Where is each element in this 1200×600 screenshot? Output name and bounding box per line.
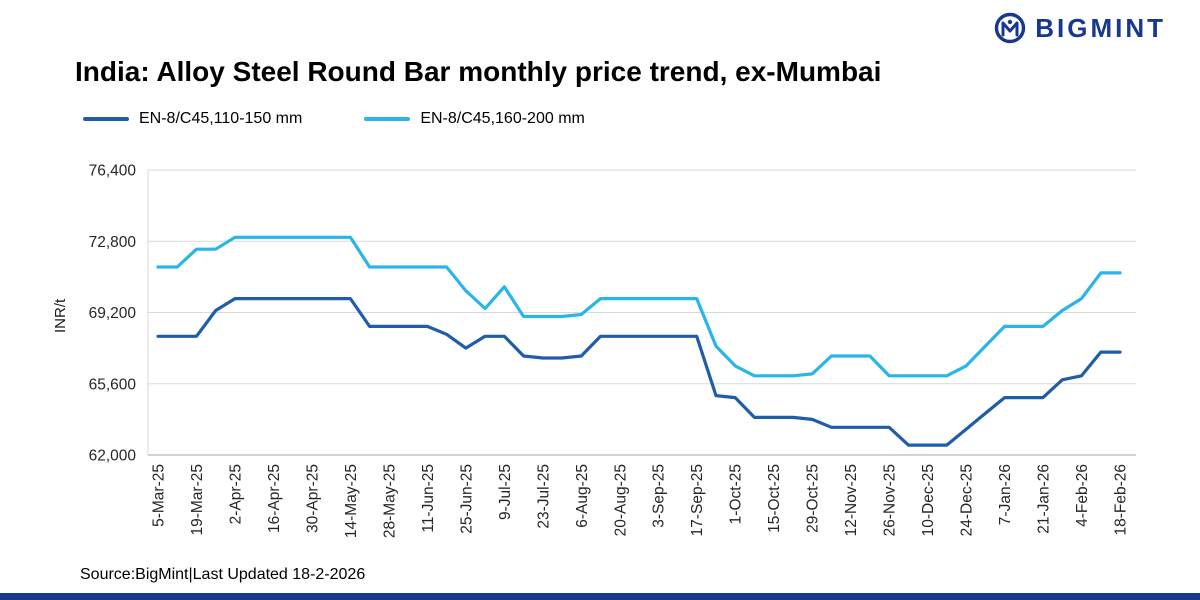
page-title: India: Alloy Steel Round Bar monthly pri…	[75, 56, 882, 87]
chart-legend: EN-8/C45,110-150 mm EN-8/C45,160-200 mm	[83, 110, 585, 128]
x-tick-label: 23-Jul-25	[535, 464, 552, 529]
x-tick-label: 12-Nov-25	[843, 464, 860, 536]
x-tick-label: 4-Feb-26	[1074, 464, 1091, 527]
x-tick-label: 14-May-25	[343, 464, 360, 538]
x-tick-label: 29-Oct-25	[805, 464, 822, 533]
y-tick-label: 65,600	[89, 376, 137, 393]
legend-line-swatch-dark	[83, 117, 129, 121]
bigmint-logo-icon	[995, 12, 1026, 44]
legend-label: EN-8/C45,110-150 mm	[139, 110, 303, 127]
x-tick-label: 21-Jan-26	[1036, 464, 1053, 534]
y-tick-label: 76,400	[89, 163, 137, 180]
x-tick-label: 15-Oct-25	[766, 464, 783, 533]
x-tick-label: 16-Apr-25	[266, 464, 283, 533]
series-line-1	[156, 235, 1122, 378]
source-note: Source:BigMint|Last Updated 18-2-2026	[80, 566, 366, 583]
x-tick-label: 28-May-25	[381, 464, 398, 538]
y-tick-label: 72,800	[89, 234, 137, 251]
x-tick-label: 17-Sep-25	[689, 464, 706, 536]
x-tick-label: 11-Jun-25	[420, 464, 437, 533]
bigmint-logo-text: BIGMINT	[1035, 12, 1166, 43]
x-tick-label: 3-Sep-25	[651, 464, 668, 528]
footer-accent-bar	[0, 593, 1200, 600]
legend-item-110-150: EN-8/C45,110-150 mm	[83, 110, 302, 128]
line-chart: 62,000 65,600 69,200 72,800 76,400 5-Mar-25 19…	[89, 163, 1136, 538]
x-tick-label: 18-Feb-26	[1113, 464, 1130, 536]
y-axis-title: INR/t	[52, 298, 69, 333]
x-tick-label: 26-Nov-25	[882, 464, 899, 536]
x-tick-label: 2-Apr-25	[228, 464, 245, 524]
x-tick-label: 5-Mar-25	[151, 464, 168, 527]
x-tick-label: 10-Dec-25	[920, 464, 937, 536]
x-tick-label: 20-Aug-25	[612, 464, 629, 536]
y-tick-label: 69,200	[89, 305, 137, 322]
x-tick-label: 19-Mar-25	[189, 464, 206, 536]
x-tick-label: 1-Oct-25	[728, 464, 745, 524]
x-tick-label: 9-Jul-25	[497, 464, 514, 520]
bigmint-logo: BIGMINT	[994, 12, 1166, 44]
legend-item-160-200: EN-8/C45,160-200 mm	[364, 110, 585, 128]
legend-line-swatch-light	[364, 117, 411, 121]
series-line-0	[156, 297, 1122, 447]
x-tick-label: 30-Apr-25	[304, 464, 321, 533]
y-tick-label: 62,000	[89, 448, 137, 465]
x-tick-label: 7-Jan-26	[997, 464, 1014, 525]
x-tick-label: 25-Jun-25	[458, 464, 475, 534]
x-tick-label: 24-Dec-25	[959, 464, 976, 536]
x-tick-label: 6-Aug-25	[574, 464, 591, 528]
legend-label: EN-8/C45,160-200 mm	[420, 110, 585, 127]
